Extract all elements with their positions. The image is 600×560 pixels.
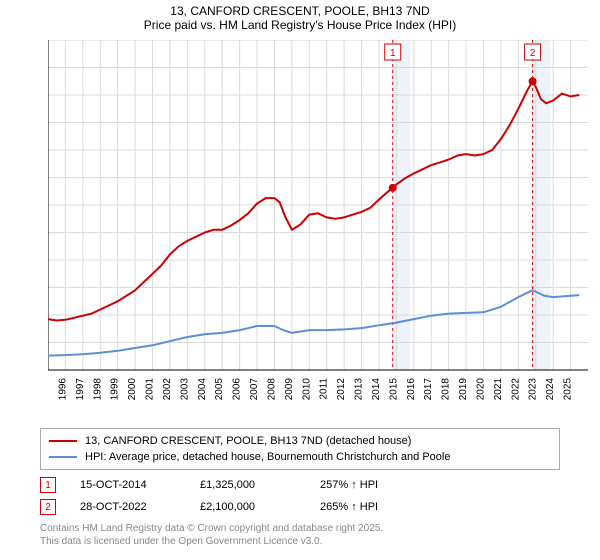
svg-text:1: 1: [390, 48, 396, 59]
event-badge: 1: [40, 477, 56, 493]
svg-text:2004: 2004: [197, 378, 208, 401]
event-badge-label: 2: [45, 502, 51, 513]
event-badge: 2: [40, 499, 56, 515]
svg-text:2002: 2002: [162, 378, 173, 401]
svg-text:2018: 2018: [441, 378, 452, 401]
title-main: 13, CANFORD CRESCENT, POOLE, BH13 7ND: [0, 4, 600, 18]
legend: 13, CANFORD CRESCENT, POOLE, BH13 7ND (d…: [40, 428, 560, 470]
svg-text:2003: 2003: [179, 378, 190, 401]
svg-text:2021: 2021: [493, 378, 504, 401]
legend-swatch: [49, 440, 77, 442]
svg-text:2006: 2006: [232, 378, 243, 401]
svg-text:2008: 2008: [266, 378, 277, 401]
svg-text:2000: 2000: [127, 378, 138, 401]
svg-text:1996: 1996: [57, 378, 68, 401]
legend-label: HPI: Average price, detached house, Bour…: [85, 451, 450, 463]
svg-text:2025: 2025: [563, 378, 574, 401]
title-block: 13, CANFORD CRESCENT, POOLE, BH13 7ND Pr…: [0, 0, 600, 32]
svg-text:2011: 2011: [319, 378, 330, 400]
events-table: 1 15-OCT-2014 £1,325,000 257% ↑ HPI 2 28…: [40, 474, 560, 518]
chart: £0£200K£400K£600K£800K£1M£1.2M£1.4M£1.6M…: [48, 40, 588, 390]
svg-text:2005: 2005: [214, 378, 225, 401]
footer: Contains HM Land Registry data © Crown c…: [40, 522, 560, 548]
chart-svg: £0£200K£400K£600K£800K£1M£1.2M£1.4M£1.6M…: [48, 40, 588, 410]
svg-text:2017: 2017: [423, 378, 434, 401]
svg-text:1995: 1995: [48, 378, 51, 401]
event-pct: 265% ↑ HPI: [320, 501, 440, 513]
event-price: £1,325,000: [200, 479, 320, 491]
legend-swatch: [49, 456, 77, 458]
event-row: 2 28-OCT-2022 £2,100,000 265% ↑ HPI: [40, 496, 560, 518]
svg-text:2022: 2022: [510, 378, 521, 401]
footer-line1: Contains HM Land Registry data © Crown c…: [40, 522, 560, 535]
title-sub: Price paid vs. HM Land Registry's House …: [0, 18, 600, 32]
legend-label: 13, CANFORD CRESCENT, POOLE, BH13 7ND (d…: [85, 435, 411, 447]
event-row: 1 15-OCT-2014 £1,325,000 257% ↑ HPI: [40, 474, 560, 496]
svg-text:2020: 2020: [475, 378, 486, 401]
svg-text:1998: 1998: [92, 378, 103, 401]
event-date: 15-OCT-2014: [80, 479, 200, 491]
event-date: 28-OCT-2022: [80, 501, 200, 513]
svg-text:2012: 2012: [336, 378, 347, 401]
svg-text:2015: 2015: [388, 378, 399, 401]
svg-text:2023: 2023: [528, 378, 539, 401]
legend-item: 13, CANFORD CRESCENT, POOLE, BH13 7ND (d…: [49, 433, 551, 449]
svg-text:2: 2: [530, 48, 536, 59]
svg-text:2009: 2009: [284, 378, 295, 401]
svg-text:1997: 1997: [75, 378, 86, 401]
svg-text:2013: 2013: [354, 378, 365, 401]
root: 13, CANFORD CRESCENT, POOLE, BH13 7ND Pr…: [0, 0, 600, 560]
svg-text:2014: 2014: [371, 378, 382, 401]
svg-text:2001: 2001: [145, 378, 156, 401]
event-pct: 257% ↑ HPI: [320, 479, 440, 491]
event-badge-label: 1: [45, 480, 51, 491]
svg-text:2024: 2024: [545, 378, 556, 401]
svg-text:1999: 1999: [110, 378, 121, 401]
svg-text:2019: 2019: [458, 378, 469, 401]
svg-text:2010: 2010: [301, 378, 312, 401]
svg-text:2007: 2007: [249, 378, 260, 401]
event-price: £2,100,000: [200, 501, 320, 513]
legend-item: HPI: Average price, detached house, Bour…: [49, 449, 551, 465]
footer-line2: This data is licensed under the Open Gov…: [40, 535, 560, 548]
svg-text:2016: 2016: [406, 378, 417, 401]
